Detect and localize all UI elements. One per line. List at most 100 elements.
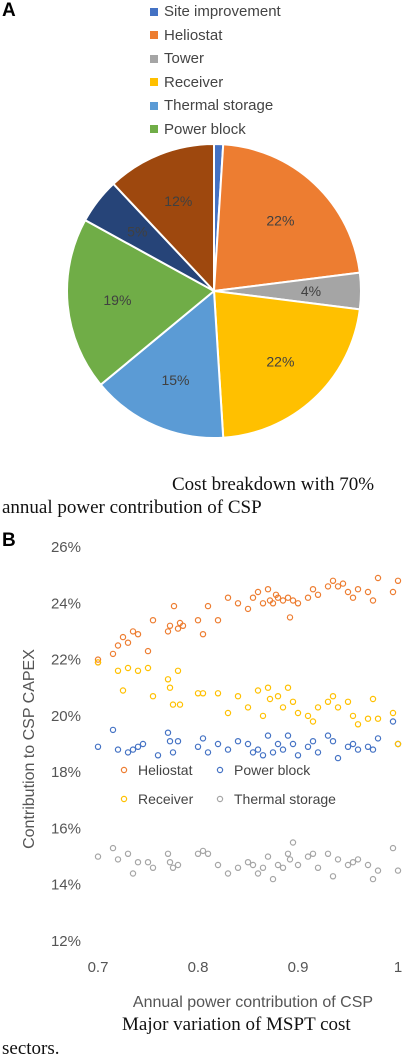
legend-item-thermal-storage: Thermal storage [150,94,281,118]
scatter-point-thermal-storage [134,859,142,866]
scatter-point-heliostat [354,586,362,593]
scatter-point-receiver [199,690,207,697]
scatter-point-thermal-storage [244,859,252,866]
scatter-point-heliostat [286,614,294,621]
legend-swatch [150,125,158,134]
scatter-point-receiver [289,698,297,706]
scatter-point-receiver [294,709,302,717]
scatter-point-thermal-storage [344,861,352,869]
panel-a-letter: A [2,0,16,21]
scatter-point-receiver [369,695,377,703]
scatter-point-heliostat [234,600,242,607]
scatter-point-receiver [124,664,132,672]
scatter-point-heliostat [344,588,352,596]
legend-swatch [150,101,158,110]
scatter-point-thermal-storage [286,856,294,863]
scatter-point-heliostat [164,628,172,635]
scatter-point-receiver [176,701,184,708]
scatter-point-receiver [259,712,267,720]
scatter-point-thermal-storage [109,844,117,852]
scatter-point-heliostat [369,597,377,604]
scatter-point-thermal-storage [204,850,212,858]
scatter-point-power-block [94,743,102,751]
scatter-point-receiver [114,667,122,675]
scatter-point-receiver [349,712,357,720]
scatter-point-power-block [154,752,162,759]
y-axis-title: Contribution to CSP CAPEX [21,649,38,849]
scatter-point-receiver [364,715,372,722]
scatter-point-power-block [284,732,292,739]
scatter-point-power-block [166,738,174,745]
y-tick-label: 26% [51,539,81,556]
scatter-point-thermal-storage [264,853,272,860]
scatter-point-heliostat [374,574,382,582]
scatter-point-receiver [174,667,182,675]
scatter-point-receiver [274,693,282,700]
x-tick-label: 0.7 [88,959,109,976]
scatter-point-heliostat [166,622,174,630]
scatter-point-thermal-storage [224,870,232,877]
scatter-point-heliostat [324,583,332,590]
scatter-point-receiver [144,664,152,672]
legend-marker-thermal-storage [216,795,224,803]
scatter-point-power-block [194,743,202,751]
scatter-point-thermal-storage [354,856,362,863]
scatter-point-receiver [134,667,142,675]
legend-label: Receiver [164,73,224,91]
scatter-point-receiver [309,718,317,725]
scatter-point-heliostat [179,622,187,630]
scatter-point-heliostat [170,602,178,610]
scatter-point-thermal-storage [309,850,317,858]
scatter-point-receiver [284,684,292,691]
scatter-point-power-block [204,749,212,756]
scatter-point-heliostat [204,602,212,610]
scatter-point-receiver [244,704,252,711]
x-axis-title: Annual power contribution of CSP [133,994,373,1011]
legend-label-receiver: Receiver [138,791,194,807]
scatter-point-thermal-storage [304,853,312,860]
x-tick-label: 1 [394,959,402,976]
scatter-point-heliostat [269,600,277,607]
pie-data-label: 22% [266,354,294,370]
scatter-point-receiver [214,690,222,697]
scatter-point-power-block [234,738,242,745]
scatter-point-receiver [394,740,402,748]
legend-item-receiver: Receiver [150,71,281,95]
scatter-point-heliostat [194,617,202,624]
scatter-point-thermal-storage [259,864,267,872]
scatter-point-heliostat [279,597,287,604]
scatter-point-heliostat [199,631,207,638]
scatter-point-heliostat [94,656,102,663]
scatter-point-receiver [164,676,172,683]
scatter-point-receiver [354,721,362,728]
scatter-point-heliostat [134,631,142,638]
scatter-point-thermal-storage [124,850,132,858]
legend-label-heliostat: Heliostat [138,762,193,778]
scatter-point-power-block [269,749,277,756]
scatter-point-thermal-storage [214,861,222,869]
scatter-point-thermal-storage [166,859,174,866]
pie-data-label: 4% [301,283,321,299]
scatter-point-thermal-storage [114,856,122,863]
panel-b-caption-line1: Major variation of MSPT cost [122,1014,351,1035]
y-tick-label: 18% [51,764,81,781]
scatter-point-power-block [369,746,377,753]
scatter-point-heliostat [114,642,122,649]
scatter-point-thermal-storage [194,850,202,858]
scatter-point-power-block [124,749,132,756]
scatter-point-thermal-storage [94,853,102,860]
scatter-point-thermal-storage [349,859,357,866]
scatter-point-thermal-storage [254,870,262,877]
scatter-point-heliostat [224,594,232,601]
scatter-point-thermal-storage [364,861,372,869]
scatter-point-thermal-storage [389,844,397,852]
scatter-point-heliostat [329,577,337,585]
scatter-point-power-block [289,740,297,748]
scatter-point-power-block [164,729,172,736]
legend-label-thermal-storage: Thermal storage [234,791,336,807]
scatter-point-thermal-storage [234,864,242,872]
legend-label: Tower [164,50,205,68]
scatter-point-heliostat [144,647,152,655]
scatter-point-receiver [324,698,332,706]
y-tick-label: 16% [51,820,81,837]
